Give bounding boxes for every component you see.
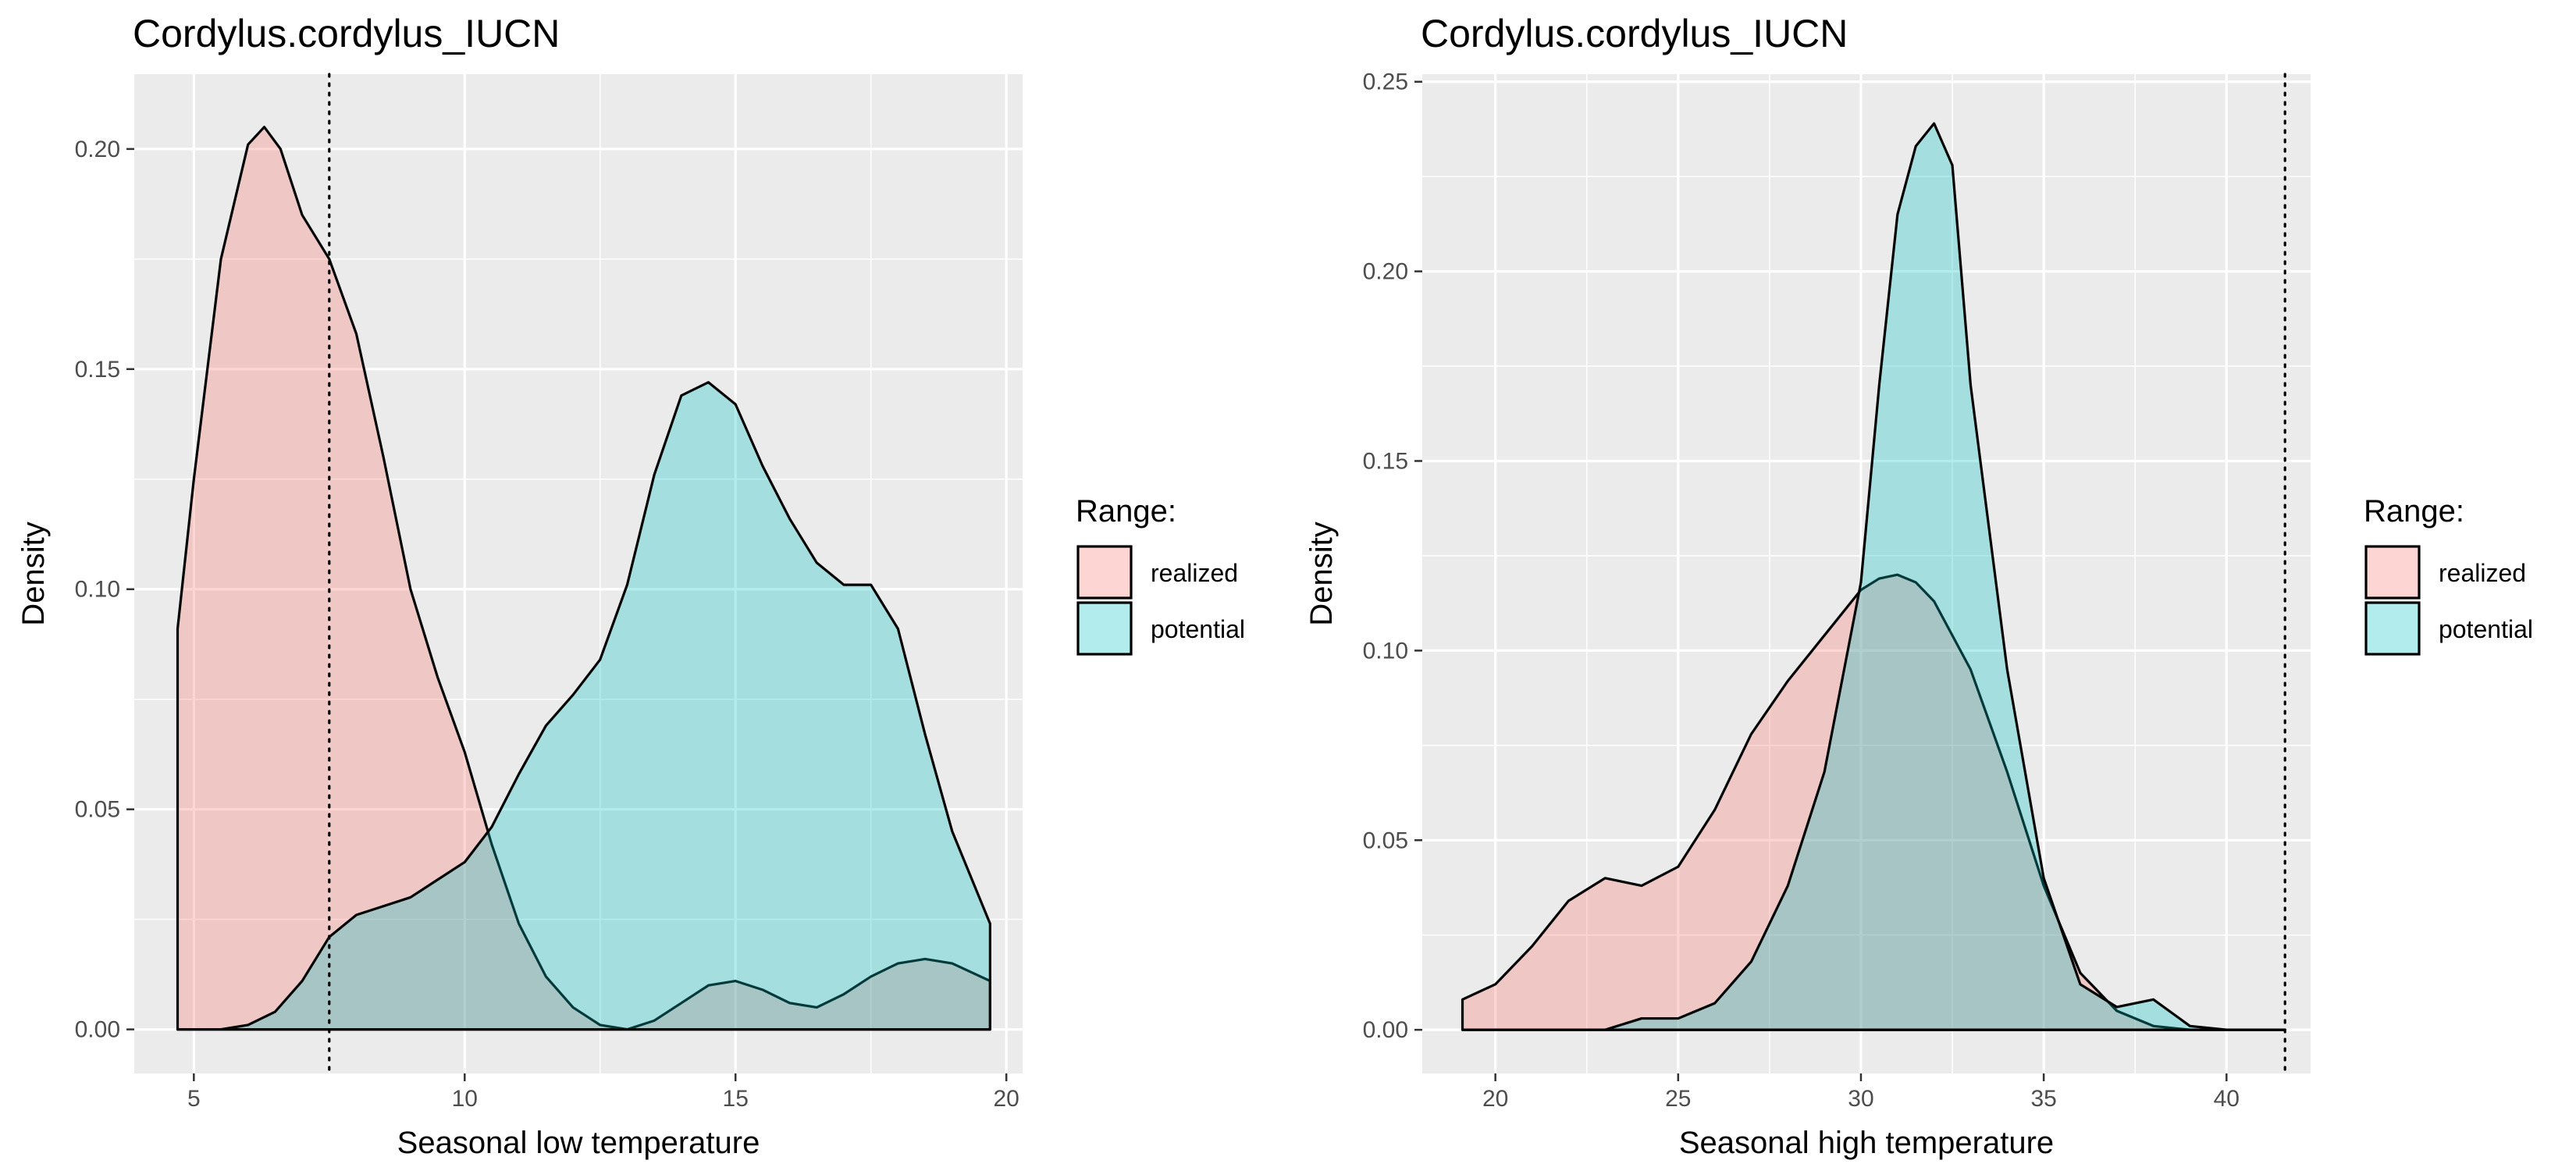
plot-background	[1422, 74, 2311, 1073]
legend-key-potential	[1076, 601, 1133, 656]
legend-key-realized	[1076, 545, 1133, 600]
x-tick-label: 20	[1482, 1086, 1508, 1112]
legend-title: Range:	[2364, 494, 2464, 529]
chart-title: Cordylus.cordylus_IUCN	[133, 12, 560, 55]
legend-label-potential: potential	[1151, 615, 1245, 643]
chart-title: Cordylus.cordylus_IUCN	[1421, 12, 1848, 55]
x-tick-label: 35	[2030, 1086, 2056, 1112]
y-tick-label: 0.20	[1363, 259, 1408, 285]
y-tick-label: 0.00	[75, 1017, 120, 1043]
x-axis-title: Seasonal low temperature	[397, 1126, 760, 1160]
x-tick-label: 30	[1848, 1086, 1873, 1112]
y-axis-title: Density	[16, 521, 51, 625]
plot-background	[134, 74, 1023, 1073]
y-tick-label: 0.15	[75, 357, 120, 383]
legend-key-bg	[1078, 603, 1131, 654]
legend-key-bg	[1078, 546, 1131, 598]
x-tick-label: 20	[993, 1086, 1019, 1112]
x-tick-label: 25	[1665, 1086, 1691, 1112]
chart-panel-right: 20 25 30 35 40 0.00 0.05 0.10 0.15 0.20 0.25 Season…	[1288, 0, 2576, 1171]
chart-panel-left: 5 10 15 20 0.00 0.05 0.10 0.15 0.20 Seasonal low …	[16, 12, 1245, 1160]
y-tick-label: 0.25	[1363, 69, 1408, 95]
y-tick-label: 0.05	[1363, 828, 1408, 853]
legend: Range: realized potential	[1076, 494, 1245, 656]
density-area-realized	[176, 126, 991, 1031]
x-tick-label: 40	[2214, 1086, 2240, 1112]
legend-key-potential	[2364, 601, 2421, 656]
chart-right: 20 25 30 35 40 0.00 0.05 0.10 0.15 0.20 0.25 Season…	[1304, 12, 2533, 1160]
density-area-realized	[1461, 573, 2286, 1031]
x-tick-label: 5	[187, 1086, 201, 1112]
legend-key-realized	[2364, 545, 2421, 600]
y-axis-title: Density	[1304, 521, 1339, 625]
legend-label-realized: realized	[2439, 559, 2526, 587]
legend-key-bg	[2366, 546, 2419, 598]
density-area-potential	[1461, 122, 2286, 1031]
y-tick-label: 0.10	[1363, 638, 1408, 664]
legend-title: Range:	[1076, 494, 1176, 529]
y-tick-label: 0.20	[75, 137, 120, 162]
x-tick-label: 15	[723, 1086, 749, 1112]
legend: Range: realized potential	[2364, 494, 2533, 656]
legend-label-potential: potential	[2439, 615, 2533, 643]
legend-label-realized: realized	[1151, 559, 1238, 587]
y-tick-label: 0.10	[75, 577, 120, 603]
y-tick-label: 0.00	[1363, 1017, 1408, 1043]
density-area-potential	[176, 381, 991, 1031]
y-tick-label: 0.05	[75, 797, 120, 823]
chart-left: 5 10 15 20 0.00 0.05 0.10 0.15 0.20 Seasonal low …	[16, 12, 1245, 1160]
legend-key-bg	[2366, 603, 2419, 654]
y-tick-label: 0.15	[1363, 448, 1408, 474]
x-tick-label: 10	[452, 1086, 478, 1112]
x-axis-title: Seasonal high temperature	[1679, 1126, 2054, 1160]
